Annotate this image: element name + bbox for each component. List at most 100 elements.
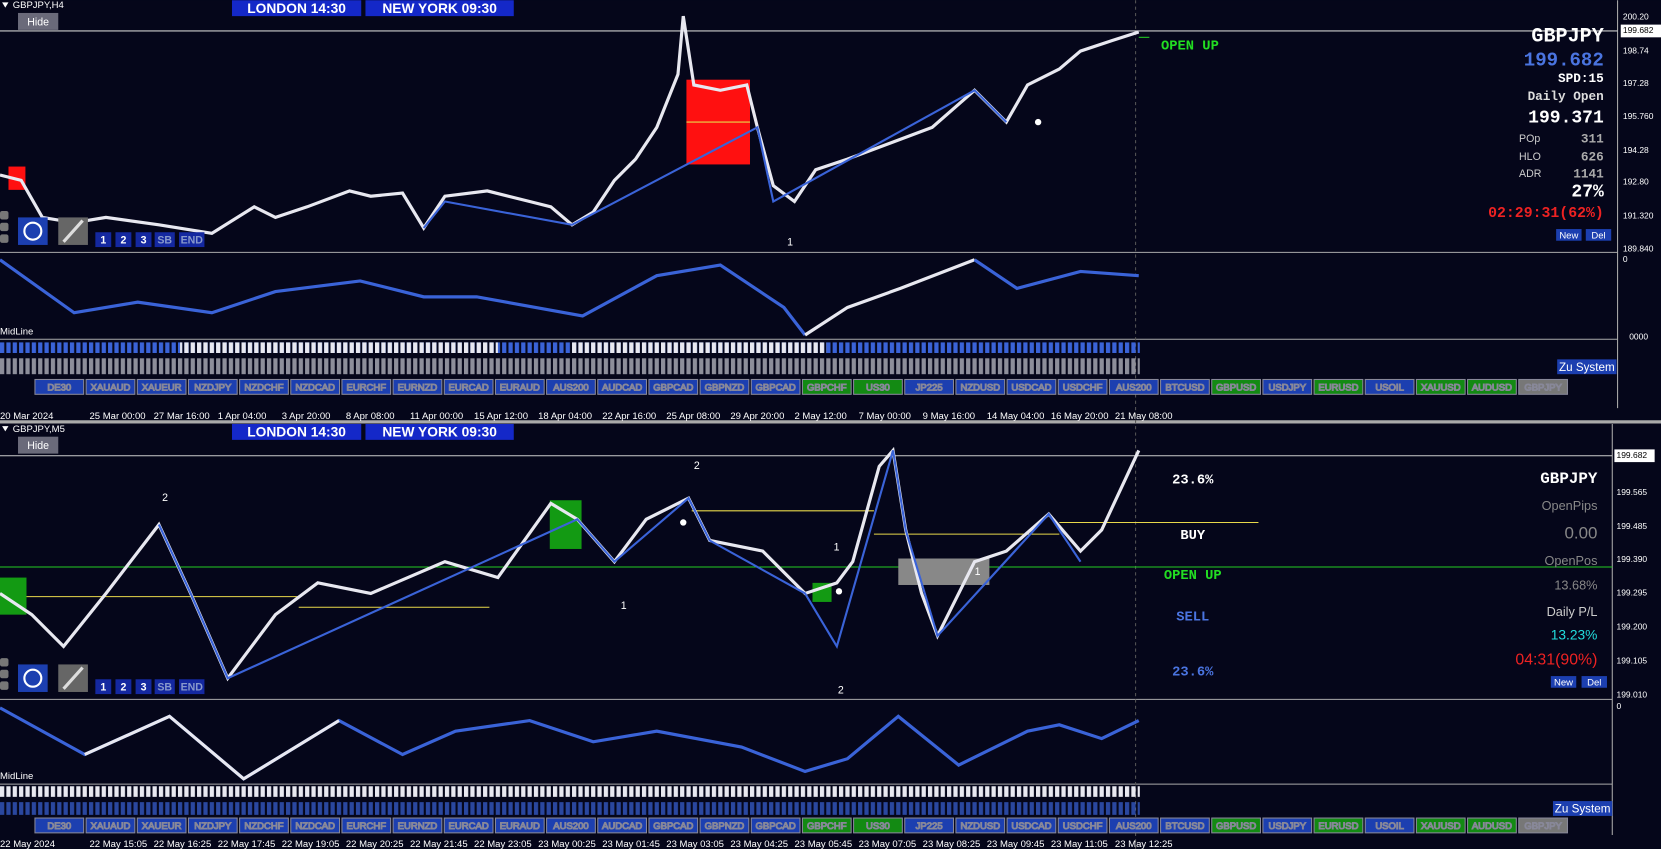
symbol-button[interactable]: AUDCAD — [602, 820, 643, 832]
symbol-button-bg[interactable] — [34, 378, 85, 395]
new-button-bg[interactable] — [1556, 229, 1582, 241]
symbol-button-bg[interactable] — [443, 378, 494, 395]
symbol-button-bg[interactable] — [341, 817, 392, 834]
tool-button[interactable]: 1 — [100, 235, 106, 247]
symbol-button[interactable]: NZDCAD — [295, 382, 336, 394]
symbol-button-bg[interactable] — [85, 378, 136, 395]
symbol-button[interactable]: GBPCHF — [806, 820, 847, 832]
symbol-button[interactable]: DE30 — [47, 820, 72, 832]
tool-button-bg[interactable] — [135, 679, 152, 695]
symbol-button[interactable]: AUDUSD — [1471, 820, 1512, 832]
symbol-button-bg[interactable] — [1415, 817, 1466, 834]
symbol-button[interactable]: AUS200 — [1116, 820, 1153, 832]
symbol-button[interactable]: AUDCAD — [602, 382, 643, 394]
symbol-button[interactable]: EURCAD — [448, 382, 489, 394]
hide-button-bg[interactable] — [18, 436, 59, 454]
symbol-button-bg[interactable] — [1006, 817, 1057, 834]
symbol-button-bg[interactable] — [597, 378, 648, 395]
symbol-button[interactable]: EURCAD — [448, 820, 489, 832]
del-button[interactable]: Del — [1587, 677, 1601, 688]
symbol-button-bg[interactable] — [1364, 817, 1415, 834]
symbol-button-bg[interactable] — [290, 817, 341, 834]
symbol-button-bg[interactable] — [494, 817, 545, 834]
symbol-button-bg[interactable] — [546, 378, 596, 395]
symbol-button[interactable]: GBPNZD — [704, 820, 745, 832]
symbol-button-bg[interactable] — [392, 817, 443, 834]
symbol-button-bg[interactable] — [239, 817, 289, 834]
symbol-button-bg[interactable] — [597, 817, 648, 834]
symbol-button-bg[interactable] — [1467, 378, 1517, 395]
hide-button-bg[interactable] — [18, 12, 59, 30]
symbol-button[interactable]: GBPJPY — [1524, 382, 1563, 394]
symbol-button[interactable]: USDCHF — [1062, 820, 1103, 832]
symbol-button[interactable]: BTCUSD — [1165, 820, 1205, 832]
symbol-button-bg[interactable] — [1467, 817, 1517, 834]
symbol-button[interactable]: GBPCAD — [653, 820, 694, 832]
symbol-button[interactable]: AUS200 — [553, 820, 590, 832]
symbol-button-bg[interactable] — [494, 378, 545, 395]
symbol-button[interactable]: EURCHF — [346, 382, 387, 394]
symbol-button[interactable]: GBPCHF — [806, 382, 847, 394]
symbol-button[interactable]: NZDJPY — [194, 820, 233, 832]
symbol-button[interactable]: XAUAUD — [90, 820, 131, 832]
symbol-button-bg[interactable] — [1160, 817, 1210, 834]
zu-system-button[interactable]: Zu System — [1555, 803, 1611, 816]
symbol-button-bg[interactable] — [1518, 378, 1568, 395]
tool-button[interactable]: 3 — [141, 682, 147, 694]
new-button[interactable]: New — [1554, 677, 1573, 688]
symbol-button[interactable]: NZDCHF — [244, 382, 284, 394]
symbol-button-bg[interactable] — [85, 817, 136, 834]
tool-button-bg[interactable] — [135, 232, 152, 248]
symbol-button[interactable]: USDCAD — [1011, 382, 1052, 394]
symbol-button-bg[interactable] — [955, 378, 1006, 395]
symbol-button-bg[interactable] — [648, 378, 699, 395]
symbol-button-bg[interactable] — [136, 378, 187, 395]
symbol-button[interactable]: GBPCAD — [755, 382, 796, 394]
symbol-button-bg[interactable] — [1364, 378, 1415, 395]
symbol-button-bg[interactable] — [136, 817, 187, 834]
symbol-button[interactable]: NZDCHF — [244, 820, 284, 832]
symbol-button[interactable]: GBPUSD — [1215, 382, 1256, 394]
symbol-button-bg[interactable] — [1313, 378, 1364, 395]
symbol-button-bg[interactable] — [187, 817, 238, 834]
symbol-button[interactable]: XAUUSD — [1420, 820, 1461, 832]
tool-button-bg[interactable] — [154, 679, 175, 695]
symbol-button-bg[interactable] — [1160, 378, 1210, 395]
zu-system-button[interactable]: Zu System — [1559, 361, 1615, 374]
symbol-button[interactable]: EURUSD — [1318, 382, 1359, 394]
newyork-clock-bg[interactable] — [365, 0, 514, 17]
symbol-button[interactable]: GBPUSD — [1215, 820, 1256, 832]
symbol-button[interactable]: NZDUSD — [960, 382, 1001, 394]
symbol-button[interactable]: JP225 — [915, 820, 943, 832]
symbol-button[interactable]: USDCHF — [1062, 382, 1103, 394]
symbol-button[interactable]: DE30 — [47, 382, 72, 394]
tool-button-bg[interactable] — [179, 232, 205, 248]
symbol-button-bg[interactable] — [341, 378, 392, 395]
symbol-button-bg[interactable] — [34, 817, 85, 834]
symbol-button[interactable]: XAUEUR — [141, 820, 182, 832]
symbol-button[interactable]: EURNZD — [397, 382, 438, 394]
symbol-button-bg[interactable] — [1518, 817, 1568, 834]
symbol-button-bg[interactable] — [239, 378, 289, 395]
symbol-button-bg[interactable] — [648, 817, 699, 834]
tool-button[interactable]: 1 — [100, 682, 106, 694]
symbol-button[interactable]: EURUSD — [1318, 820, 1359, 832]
symbol-button-bg[interactable] — [1262, 378, 1313, 395]
tool-button-bg[interactable] — [154, 232, 175, 248]
london-clock-bg[interactable] — [231, 423, 362, 440]
symbol-button-bg[interactable] — [1057, 817, 1108, 834]
symbol-button-bg[interactable] — [187, 378, 238, 395]
newyork-clock-bg[interactable] — [365, 423, 514, 440]
symbol-button-bg[interactable] — [955, 817, 1006, 834]
symbol-button[interactable]: EURNZD — [397, 820, 438, 832]
symbol-button[interactable]: US30 — [866, 820, 891, 832]
symbol-button[interactable]: GBPJPY — [1524, 820, 1563, 832]
symbol-button-bg[interactable] — [904, 378, 955, 395]
hide-button[interactable]: Hide — [27, 440, 49, 452]
symbol-button[interactable]: GBPCAD — [755, 820, 796, 832]
symbol-button-bg[interactable] — [1006, 378, 1057, 395]
symbol-button-bg[interactable] — [1313, 817, 1364, 834]
london-clock[interactable]: LONDON 14:30 — [247, 1, 346, 16]
symbol-button-bg[interactable] — [546, 817, 596, 834]
symbol-button[interactable]: USOIL — [1375, 820, 1405, 832]
